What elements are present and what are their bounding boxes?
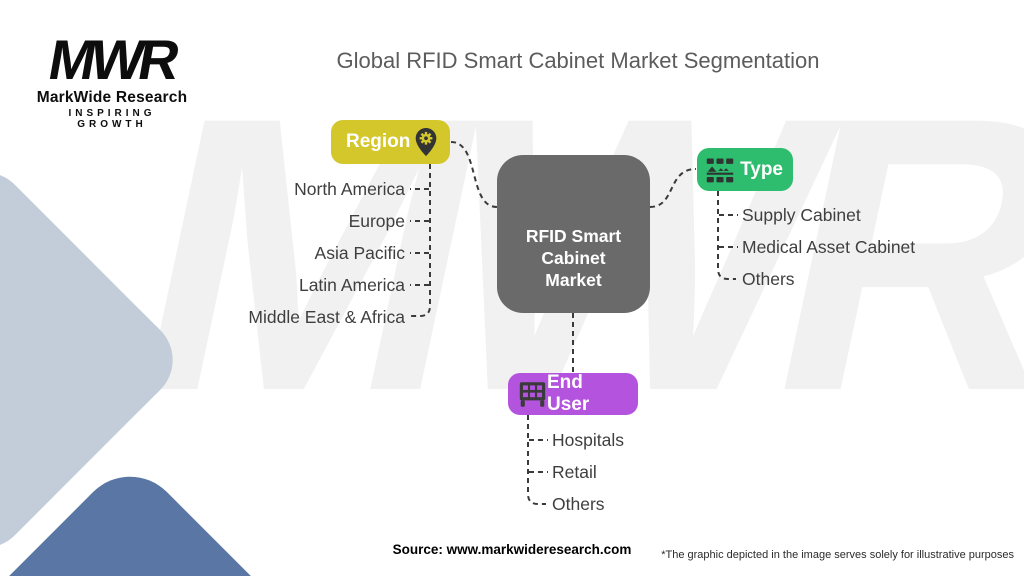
display-rack-icon (518, 380, 547, 408)
enduser-item-others: Others (552, 494, 605, 514)
region-item-asia-pacific: Asia Pacific (314, 243, 405, 263)
connector-type-spine (717, 191, 736, 280)
branch-node-type: Type (697, 148, 793, 191)
markwide-logo: MWR MarkWide Research INSPIRING GROWTH (34, 28, 190, 130)
type-item-others: Others (742, 269, 795, 289)
center-node-label-line3: Market (545, 270, 602, 290)
logo-name-text: MarkWide Research (36, 88, 188, 106)
storage-shelf-icon (705, 156, 735, 184)
center-node-label-line2: Cabinet (541, 248, 606, 268)
enduser-item-hospitals: Hospitals (552, 430, 624, 450)
branch-node-region: Region (331, 120, 450, 164)
disclaimer-text: *The graphic depicted in the image serve… (661, 549, 1014, 561)
connector-region-spine (411, 164, 431, 317)
center-node-label-line1: RFID Smart (525, 226, 622, 246)
region-label: Region (346, 131, 411, 152)
branch-node-end-user: End User (508, 372, 638, 415)
source-text: Source: www.markwideresearch.com (392, 542, 632, 557)
connector-enduser-spine (527, 415, 546, 505)
type-item-medical-asset-cabinet: Medical Asset Cabinet (742, 237, 916, 257)
enduser-item-retail: Retail (552, 462, 597, 482)
page-title: Global RFID Smart Cabinet Market Segment… (336, 48, 820, 73)
connector-center-to-type (649, 168, 697, 208)
type-label: Type (740, 158, 783, 180)
region-item-middle-east-africa: Middle East & Africa (248, 307, 405, 327)
connector-region-to-center (450, 141, 498, 208)
logo-tagline-text: INSPIRING GROWTH (68, 107, 156, 130)
logo-acronym-text: MWR (44, 28, 181, 91)
region-item-latin-america: Latin America (298, 275, 405, 295)
end-user-label: End User (547, 372, 590, 415)
type-item-supply-cabinet: Supply Cabinet (742, 205, 861, 225)
center-node-rfid-smart-cabinet-market: RFID Smart Cabinet Market (497, 155, 650, 313)
region-item-north-america: North America (294, 179, 405, 199)
location-pin-gear-icon (411, 126, 441, 158)
region-item-europe: Europe (348, 211, 405, 231)
